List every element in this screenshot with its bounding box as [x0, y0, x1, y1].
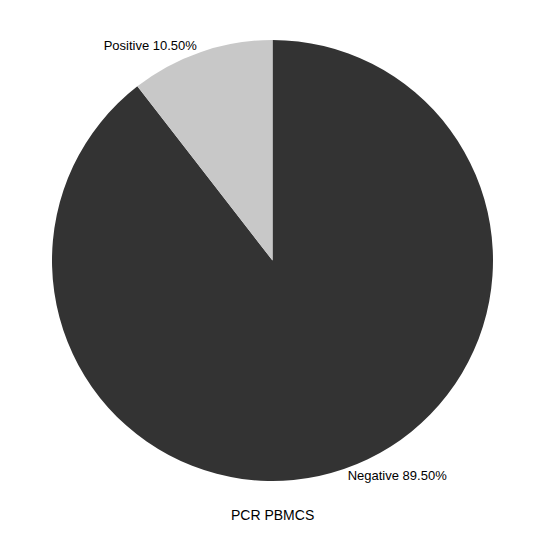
svg-text:Negative 89.50%: Negative 89.50%	[348, 468, 447, 483]
svg-text:PCR PBMCS: PCR PBMCS	[231, 507, 314, 523]
svg-text:Positive 10.50%: Positive 10.50%	[104, 38, 198, 53]
